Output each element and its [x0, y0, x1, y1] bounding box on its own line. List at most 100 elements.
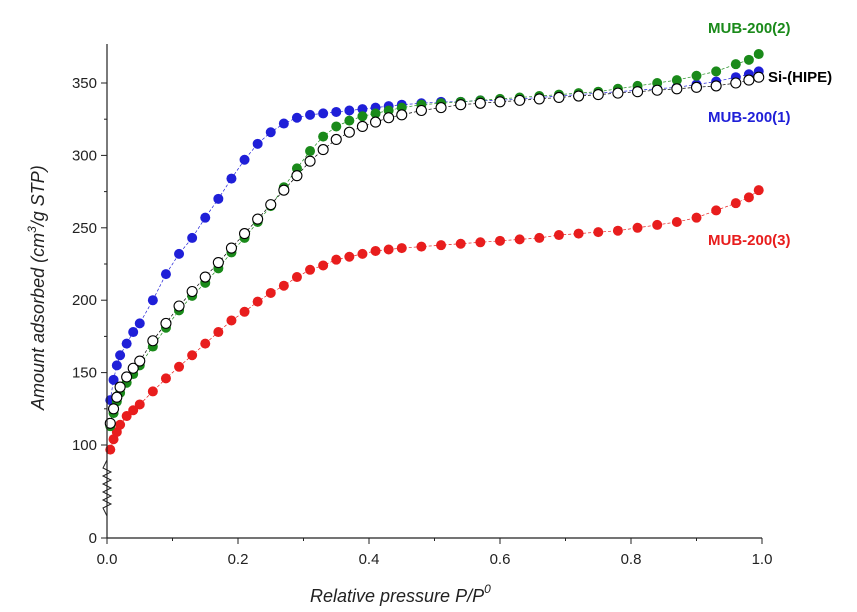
- data-point: [147, 386, 158, 397]
- data-point: [553, 91, 565, 104]
- data-point: [115, 419, 126, 430]
- data-point: [111, 391, 123, 403]
- data-point: [225, 242, 237, 254]
- data-point: [200, 338, 211, 349]
- data-point: [213, 327, 224, 338]
- label-si-hipe: Si-(HIPE): [768, 69, 832, 86]
- series-line: [109, 76, 759, 424]
- data-point: [671, 217, 682, 228]
- data-point: [121, 371, 133, 383]
- data-point: [187, 350, 198, 361]
- data-point: [436, 240, 447, 251]
- data-point: [383, 112, 395, 124]
- data-point: [455, 238, 466, 249]
- x-tick-label: 0.4: [359, 551, 380, 568]
- series-si-hipe-: [104, 71, 765, 429]
- y-tick-label: 100: [72, 437, 97, 454]
- data-point: [127, 362, 139, 374]
- data-point: [318, 131, 329, 142]
- data-point: [690, 81, 703, 93]
- data-point: [592, 89, 604, 101]
- series-layer: [104, 49, 765, 455]
- data-point: [331, 106, 342, 117]
- data-point: [212, 257, 224, 269]
- data-point: [573, 228, 584, 239]
- data-point: [304, 155, 316, 167]
- x-tick-label: 0.8: [621, 551, 642, 568]
- data-point: [514, 234, 525, 245]
- data-point: [121, 338, 132, 349]
- data-point: [108, 374, 119, 385]
- data-point: [593, 227, 604, 238]
- data-point: [652, 219, 663, 230]
- y-ticks: 0 100 150 200 250 300 350: [72, 75, 107, 547]
- data-point: [305, 146, 316, 157]
- y-axis-title: Amount adsorbed (cm3/g STP): [25, 165, 48, 411]
- data-point: [252, 296, 263, 307]
- data-point: [631, 86, 644, 98]
- data-point: [743, 54, 754, 65]
- data-point: [344, 251, 355, 262]
- data-point: [114, 381, 126, 393]
- data-point: [435, 102, 447, 114]
- data-point: [252, 138, 263, 149]
- data-point: [104, 417, 116, 429]
- data-point: [305, 109, 316, 120]
- data-point: [356, 120, 369, 132]
- data-point: [534, 232, 545, 243]
- data-point: [108, 403, 120, 415]
- data-point: [514, 94, 526, 106]
- series-mub-200-1-: [105, 66, 764, 406]
- data-point: [265, 287, 276, 298]
- data-point: [343, 126, 355, 138]
- data-point: [415, 104, 427, 117]
- data-point: [128, 327, 139, 338]
- series-mub-200-2-: [105, 49, 764, 432]
- data-point: [383, 244, 394, 255]
- data-point: [671, 83, 683, 95]
- data-point: [632, 222, 643, 233]
- data-point: [174, 248, 185, 259]
- plot-area: 0.0 0.2 0.4 0.6 0.8 1.0 0 100 150 200 250 300 350: [72, 44, 772, 568]
- data-point: [174, 361, 185, 372]
- data-point: [134, 399, 145, 410]
- data-point: [252, 213, 264, 225]
- data-point: [344, 105, 355, 116]
- data-point: [291, 272, 302, 283]
- data-point: [691, 70, 702, 81]
- data-point: [671, 75, 682, 86]
- data-point: [730, 198, 741, 209]
- data-point: [147, 335, 159, 347]
- data-point: [396, 109, 408, 121]
- y-tick-label: 300: [72, 147, 97, 164]
- data-point: [226, 173, 237, 184]
- series-line: [109, 189, 759, 450]
- data-point: [651, 84, 663, 96]
- data-point: [573, 90, 585, 102]
- data-point: [317, 144, 329, 156]
- data-point: [134, 318, 145, 329]
- data-point: [128, 405, 139, 416]
- series-line: [109, 53, 759, 427]
- data-point: [344, 115, 355, 126]
- data-point: [612, 225, 623, 236]
- y-tick-label: 250: [72, 220, 97, 237]
- data-point: [691, 212, 702, 223]
- data-point: [370, 245, 381, 256]
- data-point: [330, 133, 342, 146]
- data-point: [753, 49, 764, 60]
- data-point: [239, 154, 250, 165]
- data-point: [160, 317, 172, 329]
- data-point: [213, 193, 224, 204]
- y-tick-label: 150: [72, 365, 97, 382]
- data-point: [370, 108, 381, 119]
- data-point: [111, 360, 122, 371]
- data-point: [357, 248, 368, 259]
- data-point: [396, 243, 407, 254]
- data-point: [318, 108, 329, 119]
- label-mub-200-2: MUB-200(2): [708, 20, 791, 37]
- data-point: [416, 241, 427, 252]
- x-tick-label: 0.2: [228, 551, 249, 568]
- data-point: [173, 300, 185, 312]
- data-point: [369, 116, 382, 128]
